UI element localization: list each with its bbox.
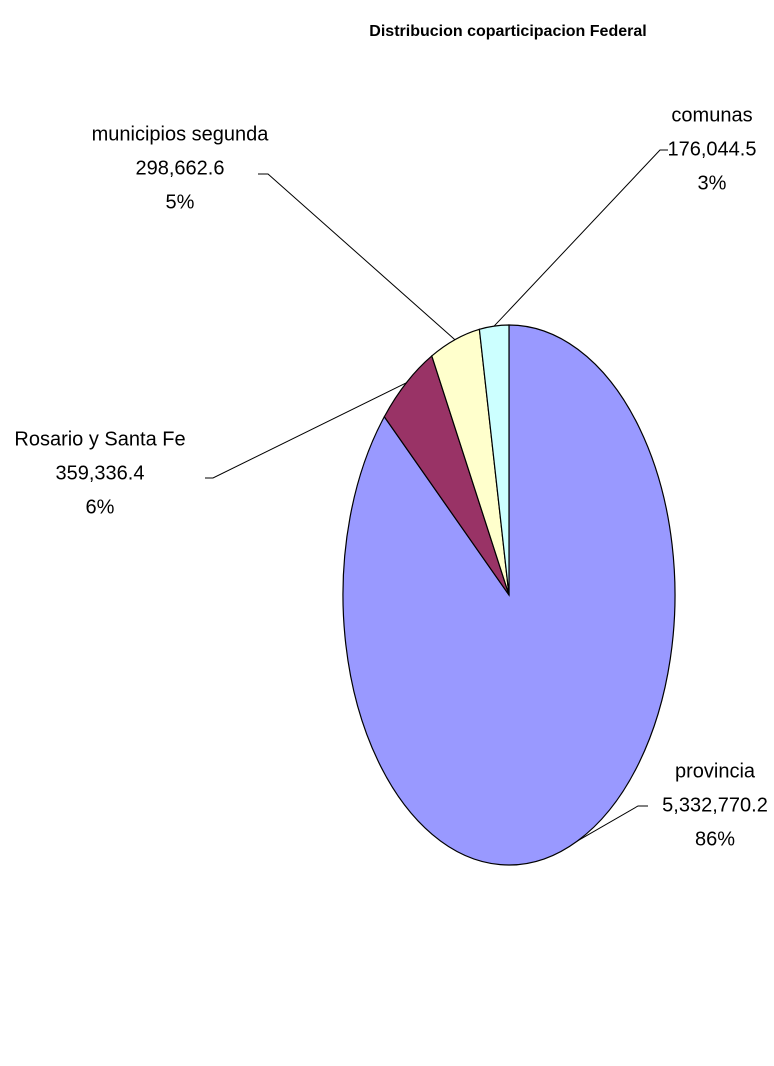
percent-label: 3% [698,172,727,194]
percent-label: 6% [86,496,115,518]
pie-slice [478,324,510,596]
leader-line [205,382,407,479]
value-label: 176,044.5 [668,138,757,160]
leader-line [577,805,648,842]
leader-line [258,173,456,341]
value-label: 298,662.6 [136,157,225,179]
leader-line [493,149,668,327]
slice-label: Rosario y Santa Fe [14,428,185,450]
value-label: 359,336.4 [56,462,145,484]
value-label: 5,332,770.2 [662,794,768,816]
percent-label: 5% [166,191,195,213]
chart-title: Distribucion coparticipacion Federal [369,23,646,40]
slice-label: municipios segunda [92,123,270,145]
percent-label: 86% [695,828,735,850]
slice-label: comunas [671,104,752,126]
slice-label: provincia [675,760,756,782]
